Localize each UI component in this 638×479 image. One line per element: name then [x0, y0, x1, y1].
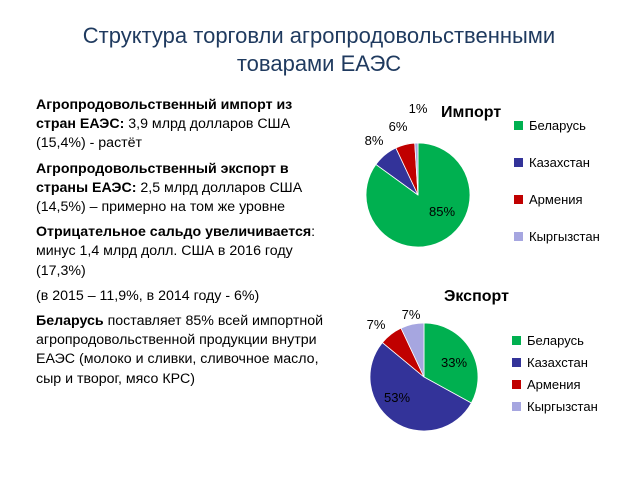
bullet-import-text: 3,9 млрд долларов США (15,4%) - растёт [36, 116, 291, 152]
bullet-balance-history: (в 2015 – 11,9%, в 2014 году - 6%) [36, 287, 336, 306]
import-pie-label-1: 8% [365, 133, 384, 148]
import-pie-label-3: 1% [409, 101, 428, 116]
bullet-belarus-bold: Беларусь [36, 313, 104, 330]
bullet-export: Агропродовольственный экспорт в страны Е… [36, 160, 336, 218]
bullet-belarus-text: поставляет 85% всей импортной агропродов… [36, 313, 324, 387]
import-pie-slice-3 [414, 142, 419, 196]
bullet-belarus: Беларусь поставляет 85% всей импортной а… [36, 312, 336, 389]
bullet-balance-bold: Отрицательное сальдо увеличивается [36, 224, 312, 241]
export-legend-swatch-1 [512, 358, 521, 367]
export-legend-label-1: Казахстан [527, 355, 588, 370]
import-legend-label-0: Беларусь [529, 118, 586, 133]
bullet-balance: Отрицательное сальдо увеличивается: мину… [36, 223, 336, 281]
export-pie-label-3: 7% [402, 307, 421, 322]
bullet-export-text: 2,5 млрд долларов США (14,5%) – примерно… [36, 179, 303, 216]
import-legend-swatch-0 [514, 121, 523, 130]
slide-title: Структура торговли агропродовольственным… [20, 22, 618, 78]
bullet-import-bold: Агропродовольственный импорт из стран ЕА… [36, 97, 293, 133]
export-pie-slice-1 [369, 342, 472, 432]
import-legend-swatch-2 [514, 195, 523, 204]
import-legend-swatch-3 [514, 232, 523, 241]
export-legend-label-2: Армения [527, 377, 581, 392]
export-pie-label-1: 53% [384, 390, 410, 405]
import-pie-label-0: 85% [429, 204, 455, 219]
export-pie-slice-3 [400, 322, 425, 378]
export-chart-title: Экспорт [444, 288, 509, 305]
export-legend-swatch-2 [512, 380, 521, 389]
import-legend-label-1: Казахстан [529, 155, 590, 170]
bullet-balance-history-text: (в 2015 – 11,9%, в 2014 году - 6%) [36, 287, 260, 304]
import-legend-swatch-1 [514, 158, 523, 167]
import-legend-label-3: Кыргызстан [529, 229, 600, 244]
export-legend-swatch-0 [512, 336, 521, 345]
export-legend-label-3: Кыргызстан [527, 399, 598, 414]
import-chart-title: Импорт [441, 104, 501, 121]
export-legend-swatch-3 [512, 402, 521, 411]
slide-title-line-2: товарами ЕАЭС [236, 51, 402, 76]
bullet-list: Агропродовольственный импорт из стран ЕА… [36, 96, 336, 395]
export-pie-label-2: 7% [367, 317, 386, 332]
bullet-balance-text: : минус 1,4 млрд долл. США в 2016 году (… [36, 224, 316, 279]
export-pie-slice-0 [423, 322, 479, 404]
export-legend-label-0: Беларусь [527, 333, 584, 348]
export-pie-label-0: 33% [441, 355, 467, 370]
import-pie-label-2: 6% [389, 119, 408, 134]
slide-title-line-1: Структура торговли агропродовольственным… [82, 23, 556, 48]
bullet-import: Агропродовольственный импорт из стран ЕА… [36, 96, 336, 154]
import-legend-label-2: Армения [529, 192, 583, 207]
bullet-export-bold: Агропродовольственный экспорт в страны Е… [36, 160, 289, 196]
